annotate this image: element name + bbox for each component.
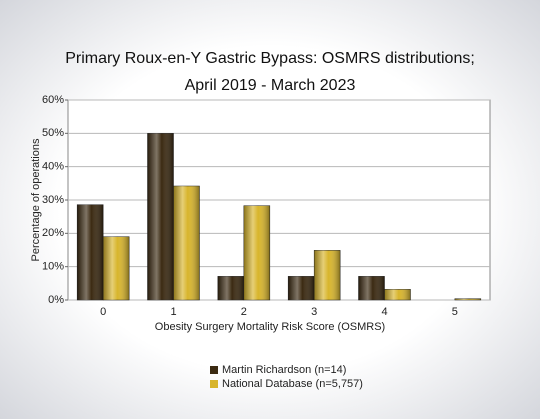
legend-swatch [210,380,218,388]
bar-shine [103,236,130,300]
x-tick-label: 3 [311,306,317,318]
legend-label: Martin Richardson (n=14) [222,364,346,376]
bar-shine [243,205,270,300]
y-tick-label: 30% [42,194,64,206]
x-tick-label: 5 [452,306,458,318]
x-tick-label: 4 [381,306,387,318]
y-tick-label: 20% [42,227,64,239]
y-tick-label: 40% [42,161,64,173]
bar-shine [147,133,174,300]
y-axis-label: Percentage of operations [30,138,42,261]
bar-shine [77,204,104,300]
bar-shine [454,298,481,300]
bar-shine [384,289,411,300]
y-tick-label: 0% [48,294,64,306]
x-tick-label: 2 [241,306,247,318]
bar-shine [173,186,200,300]
bar-shine [314,250,341,300]
legend-label: National Database (n=5,757) [222,378,363,390]
y-tick-label: 50% [42,127,64,139]
y-tick-label: 10% [42,261,64,273]
bar-shine [217,276,244,300]
chart-title: April 2019 - March 2023 [185,77,356,94]
x-tick-label: 0 [100,306,106,318]
bar-shine [358,276,385,300]
y-tick-label: 60% [42,94,64,106]
x-axis-label: Obesity Surgery Mortality Risk Score (OS… [155,321,385,333]
legend-swatch [210,366,218,374]
x-tick-label: 1 [170,306,176,318]
chart-title: Primary Roux-en-Y Gastric Bypass: OSMRS … [65,50,475,67]
bar-shine [288,276,315,300]
